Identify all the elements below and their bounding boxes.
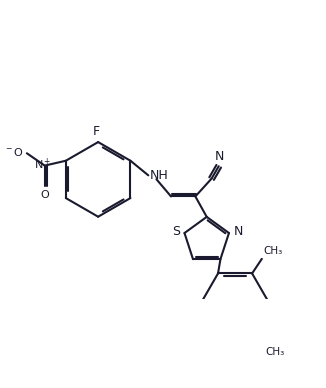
Text: CH₃: CH₃ [263,246,283,256]
Text: CH₃: CH₃ [265,347,284,357]
Text: O: O [40,190,49,199]
Text: S: S [172,225,180,238]
Text: $\mathregular{N^+}$: $\mathregular{N^+}$ [34,156,52,171]
Text: F: F [93,125,100,138]
Text: NH: NH [150,169,169,182]
Text: N: N [233,225,243,238]
Text: $\mathregular{^-O}$: $\mathregular{^-O}$ [4,146,24,158]
Text: N: N [215,150,224,163]
